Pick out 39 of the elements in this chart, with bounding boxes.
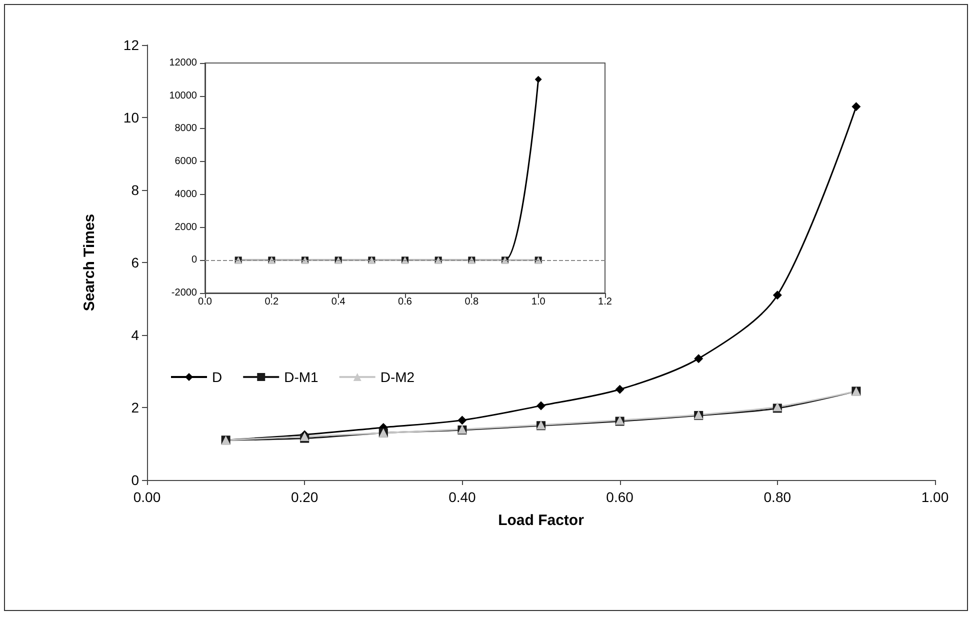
x-tick-label: 0.40 <box>448 489 476 505</box>
y-tick-label: 8 <box>131 182 140 198</box>
y-tick-label: 0 <box>191 254 198 266</box>
y-tick-label: 12 <box>123 37 140 53</box>
x-tick-label: 0.8 <box>464 296 480 308</box>
x-tick-label: 0.2 <box>264 296 280 308</box>
y-tick-label: 4000 <box>174 188 198 200</box>
y-tick-label: 6 <box>131 254 140 270</box>
x-tick-label: 0.80 <box>764 489 792 505</box>
point <box>458 416 467 425</box>
y-tick-label: 2 <box>131 400 140 416</box>
point <box>615 384 624 394</box>
legend-label: D-M1 <box>284 369 319 385</box>
y-tick-label: 8000 <box>174 123 198 134</box>
y-axis-title: Search Times <box>81 214 98 312</box>
y-tick-label: -2000 <box>171 288 198 298</box>
y-tick-label: 12000 <box>169 58 198 68</box>
point <box>772 290 782 300</box>
x-tick-label: 0.0 <box>198 296 212 308</box>
x-tick-label: 0.20 <box>290 489 318 505</box>
y-tick-label: 0 <box>131 472 140 488</box>
point <box>852 102 861 112</box>
y-tick-label: 4 <box>131 327 140 343</box>
y-tick-label: 10000 <box>169 90 198 102</box>
x-tick-label: 1.2 <box>598 296 612 308</box>
point <box>694 354 704 364</box>
y-tick-label: 6000 <box>174 156 198 168</box>
legend-label: D-M2 <box>380 369 415 385</box>
x-tick-label: 0.00 <box>133 489 161 505</box>
x-tick-label: 0.6 <box>398 296 412 308</box>
x-axis-title: Load Factor <box>498 512 584 529</box>
x-tick-label: 0.60 <box>606 489 634 505</box>
x-tick-label: 1.0 <box>531 296 546 308</box>
x-tick-label: 0.4 <box>331 296 346 308</box>
y-tick-label: 10 <box>123 110 140 126</box>
x-tick-label: 1.00 <box>921 489 949 505</box>
y-tick-label: 2000 <box>174 222 198 233</box>
legend-label: D <box>212 369 222 385</box>
point <box>536 401 546 410</box>
